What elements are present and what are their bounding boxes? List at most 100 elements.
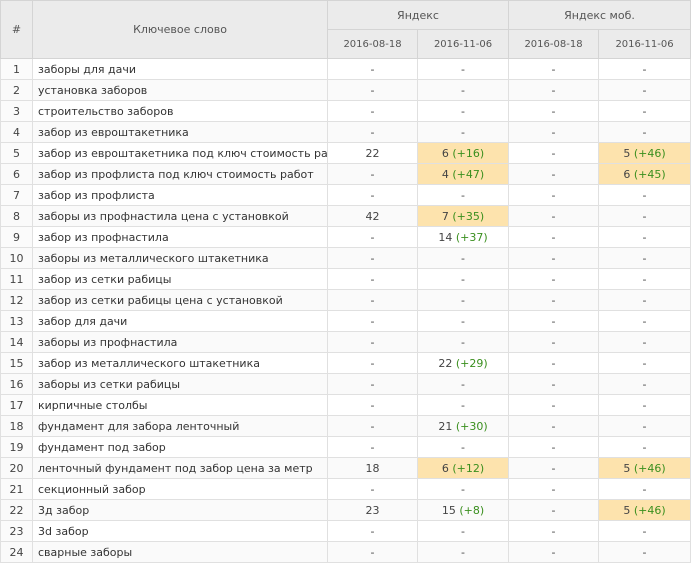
- position-value: -: [461, 482, 465, 496]
- row-number: 20: [0, 457, 33, 479]
- position-value: -: [370, 398, 375, 412]
- position-value: -: [642, 251, 647, 265]
- position-value: -: [370, 272, 375, 286]
- position-value: 21: [438, 419, 453, 433]
- row-number: 15: [0, 352, 33, 374]
- position-value: -: [370, 419, 375, 433]
- position-value: -: [551, 440, 556, 454]
- position-value: -: [642, 377, 647, 391]
- position-cell: -: [327, 289, 418, 311]
- position-value: -: [551, 146, 556, 160]
- position-cell: -: [508, 100, 599, 122]
- keyword-cell: заборы из профнастила цена с установкой: [32, 205, 328, 227]
- position-cell: 14 (+37): [417, 226, 509, 248]
- position-cell: -: [598, 310, 691, 332]
- position-cell-improved: 4 (+47): [417, 163, 509, 185]
- table-row: 23 3d забор - - - -: [0, 520, 691, 542]
- position-value: 5: [623, 461, 631, 475]
- position-cell: -: [417, 541, 509, 563]
- position-value: -: [461, 440, 465, 454]
- table-row: 18 фундамент для забора ленточный - 21 (+30…: [0, 415, 691, 437]
- position-cell-improved: 5 (+46): [598, 457, 691, 479]
- keyword-cell: ленточный фундамент под забор цена за ме…: [32, 457, 328, 479]
- position-cell: -: [327, 541, 418, 563]
- position-delta: (+8): [459, 503, 485, 517]
- position-value: -: [370, 482, 375, 496]
- position-value: -: [642, 272, 647, 286]
- position-cell: 22 (+29): [417, 352, 509, 374]
- position-value: -: [461, 83, 465, 97]
- position-value: -: [551, 125, 556, 139]
- position-cell: -: [417, 58, 509, 80]
- position-value: -: [370, 104, 375, 118]
- position-value: -: [551, 482, 556, 496]
- position-cell: -: [327, 268, 418, 290]
- position-cell: -: [508, 79, 599, 101]
- position-cell: -: [598, 520, 691, 542]
- keyword-cell: фундамент под забор: [32, 436, 328, 458]
- row-number: 14: [0, 331, 33, 353]
- position-cell: -: [508, 289, 599, 311]
- position-value: -: [642, 419, 647, 433]
- position-value: -: [370, 293, 375, 307]
- position-value: 6: [623, 167, 631, 181]
- row-number: 8: [0, 205, 33, 227]
- position-value: -: [551, 83, 556, 97]
- table-row: 3 строительство заборов - - - -: [0, 100, 691, 122]
- position-value: -: [461, 545, 465, 559]
- position-value: -: [461, 104, 465, 118]
- position-cell: -: [327, 520, 418, 542]
- position-cell: -: [508, 58, 599, 80]
- header-engine-yandex: Яндекс: [327, 0, 509, 30]
- position-value: -: [642, 293, 647, 307]
- position-delta: (+37): [455, 230, 488, 244]
- position-cell: -: [598, 247, 691, 269]
- position-value: -: [551, 461, 556, 475]
- position-cell-improved: 6 (+45): [598, 163, 691, 185]
- position-cell-improved: 7 (+35): [417, 205, 509, 227]
- position-value: -: [551, 524, 556, 538]
- position-cell: 23: [327, 499, 418, 521]
- position-value: -: [642, 356, 647, 370]
- table-row: 10 заборы из металлического штакетника - - -…: [0, 247, 691, 269]
- row-number: 5: [0, 142, 33, 164]
- position-cell: -: [327, 331, 418, 353]
- position-cell: -: [508, 394, 599, 416]
- position-delta: (+16): [452, 146, 485, 160]
- table-row: 4 забор из евроштакетника - - - -: [0, 121, 691, 143]
- position-cell: 21 (+30): [417, 415, 509, 437]
- position-value: -: [551, 209, 556, 223]
- position-cell: -: [598, 58, 691, 80]
- position-cell: -: [508, 268, 599, 290]
- position-value: 23: [365, 503, 380, 517]
- position-value: -: [642, 83, 647, 97]
- header-engine-yandex-mobile: Яндекс моб.: [508, 0, 691, 30]
- position-value: -: [642, 482, 647, 496]
- position-value: -: [642, 209, 647, 223]
- position-value: 6: [441, 146, 449, 160]
- position-value: -: [370, 230, 375, 244]
- position-value: -: [551, 335, 556, 349]
- table-row: 19 фундамент под забор - - - -: [0, 436, 691, 458]
- position-value: -: [370, 62, 375, 76]
- position-cell: -: [417, 289, 509, 311]
- position-cell: -: [417, 310, 509, 332]
- table-row: 7 забор из профлиста - - - -: [0, 184, 691, 206]
- position-value: 6: [441, 461, 449, 475]
- header-date: 2016-11-06: [598, 29, 691, 59]
- row-number: 24: [0, 541, 33, 563]
- position-value: -: [370, 377, 375, 391]
- header-date: 2016-11-06: [417, 29, 509, 59]
- keyword-cell: секционный забор: [32, 478, 328, 500]
- position-value: -: [551, 62, 556, 76]
- position-value: -: [461, 125, 465, 139]
- position-value: -: [642, 104, 647, 118]
- keyword-cell: фундамент для забора ленточный: [32, 415, 328, 437]
- position-value: -: [370, 545, 375, 559]
- position-cell: -: [508, 142, 599, 164]
- position-cell-improved: 5 (+46): [598, 499, 691, 521]
- position-cell: -: [327, 121, 418, 143]
- position-cell: -: [508, 163, 599, 185]
- position-cell: -: [598, 331, 691, 353]
- position-cell: -: [417, 394, 509, 416]
